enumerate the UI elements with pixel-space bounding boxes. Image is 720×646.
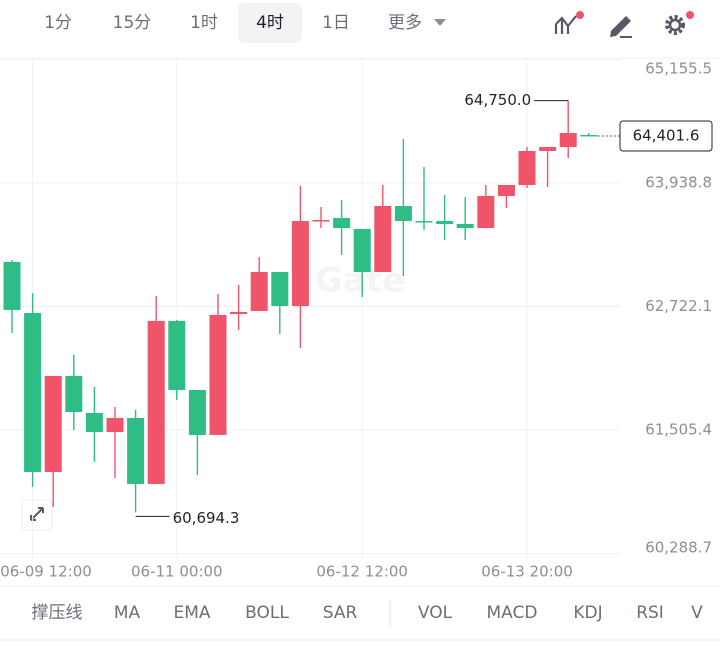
active-tab-bg — [238, 3, 302, 43]
candle-body — [580, 134, 598, 137]
candle-body — [65, 375, 83, 412]
low-label: 60,694.3 — [173, 509, 240, 527]
indicator-icon[interactable] — [554, 11, 584, 34]
indicator-tab[interactable]: EMA — [173, 603, 210, 623]
y-tick-label: 61,505.4 — [645, 421, 712, 439]
high-label: 64,750.0 — [464, 91, 531, 109]
indicator-tab[interactable]: MA — [114, 603, 141, 623]
candle-body — [518, 150, 536, 185]
candle-body — [24, 313, 42, 472]
indicator-tab[interactable]: V — [691, 603, 703, 623]
more-tab[interactable]: 更多 — [388, 13, 422, 33]
y-tick-label: 62,722.1 — [645, 297, 712, 315]
candle-body — [497, 184, 515, 196]
indicator-tab[interactable]: KDJ — [573, 603, 602, 623]
x-tick-label: 06-12 12:00 — [316, 563, 408, 581]
candle-body — [188, 389, 206, 435]
indicator-tab[interactable]: BOLL — [245, 603, 289, 623]
x-tick-label: 06-09 12:00 — [0, 563, 92, 581]
candle-body — [85, 413, 103, 432]
candle-body — [539, 147, 557, 151]
candle-body — [271, 271, 289, 307]
indicator-tab[interactable]: 撑压线 — [32, 603, 83, 623]
x-tick-label: 06-13 20:00 — [481, 563, 573, 581]
candle-body — [3, 261, 21, 310]
candle-body — [477, 195, 495, 229]
timeframe-tab[interactable]: 15分 — [113, 13, 152, 33]
y-tick-label: 63,938.8 — [645, 173, 712, 191]
timeframe-tab[interactable]: 1日 — [322, 13, 350, 33]
candle-body — [168, 320, 186, 390]
indicator-tab[interactable]: MACD — [487, 603, 538, 623]
indicator-tab[interactable]: SAR — [323, 603, 358, 623]
timeframe-tab[interactable]: 1分 — [44, 13, 72, 33]
timeframe-tab[interactable]: 1时 — [190, 13, 218, 33]
draw-icon[interactable] — [610, 16, 632, 38]
indicator-tab[interactable]: RSI — [636, 603, 664, 623]
plot: Gate60,288.761,505.462,722.163,938.865,1… — [0, 58, 713, 581]
timeframe-tab[interactable]: 4时 — [256, 13, 284, 33]
candle-body — [456, 223, 474, 229]
candle-body — [230, 311, 248, 315]
candle-body — [374, 206, 392, 272]
candle-body — [394, 206, 412, 222]
x-tick-label: 06-11 00:00 — [131, 563, 223, 581]
candle-body — [127, 417, 145, 484]
settings-icon[interactable] — [665, 11, 694, 35]
candle-body — [312, 220, 330, 222]
candle-body — [106, 417, 124, 432]
candle-body — [436, 221, 454, 224]
candle-body — [559, 133, 577, 148]
candle-body — [44, 375, 62, 472]
candle-body — [333, 217, 351, 229]
candle-body — [209, 314, 227, 435]
y-tick-label: 65,155.5 — [645, 60, 712, 78]
candle-body — [291, 221, 309, 307]
more-arrow[interactable] — [434, 19, 446, 26]
indicator-tab[interactable]: VOL — [418, 603, 453, 623]
candle-body — [250, 271, 268, 311]
candle-body — [415, 221, 433, 223]
y-tick-label: 60,288.7 — [645, 539, 712, 557]
candle-body — [147, 320, 165, 484]
last-price-box — [619, 120, 713, 152]
candle-body — [353, 228, 371, 272]
last-price-label: 64,401.6 — [633, 127, 700, 145]
expand-button[interactable] — [21, 499, 53, 531]
